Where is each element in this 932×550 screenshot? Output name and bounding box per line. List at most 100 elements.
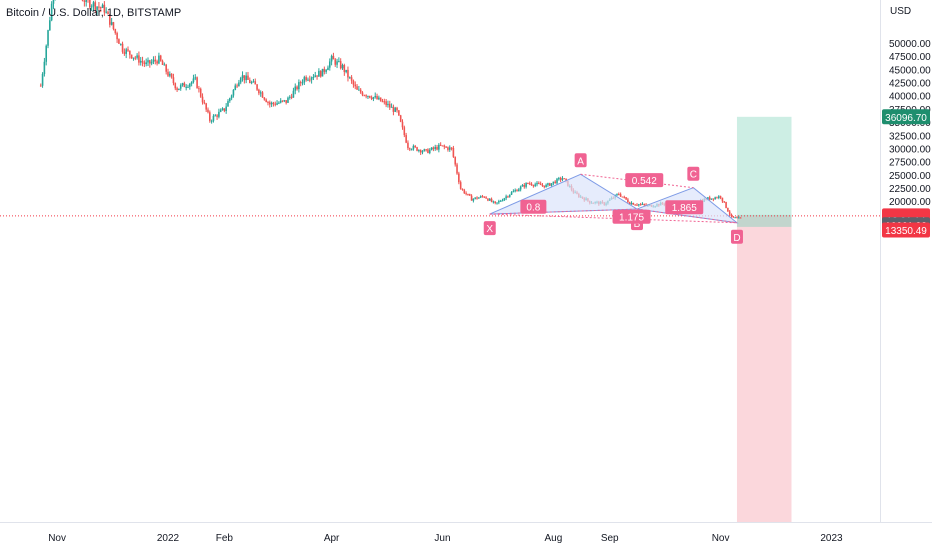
y-tick-label: 20000.00	[889, 197, 931, 208]
candle-body	[627, 199, 629, 203]
candle-body	[181, 83, 184, 86]
candle-body	[194, 77, 197, 79]
candle-body	[525, 183, 527, 187]
candle-body	[116, 33, 118, 40]
candle-body	[539, 183, 542, 186]
candle-body	[185, 86, 187, 88]
y-tick-label: 42500.00	[889, 79, 931, 90]
candle-body	[425, 149, 427, 151]
candle-body	[263, 97, 266, 100]
pattern-point-label: D	[733, 233, 740, 244]
candle-body	[270, 102, 273, 105]
pattern-ratio-label-bg	[612, 209, 651, 224]
candle-body	[89, 0, 91, 8]
candle-body	[285, 100, 287, 103]
candle-body	[139, 60, 142, 63]
candle-body	[390, 106, 393, 108]
candle-body	[416, 147, 418, 151]
price-axis-tag	[882, 109, 930, 125]
candle-body	[92, 2, 95, 7]
candle-body	[107, 11, 109, 15]
candle-body	[192, 78, 195, 83]
position-target-zone[interactable]	[736, 116, 792, 216]
candle-body	[303, 77, 306, 83]
position-stop-zone[interactable]	[736, 215, 792, 523]
pattern-ratio-label: 0.8	[526, 203, 540, 214]
candle-body	[399, 115, 402, 122]
candle-body	[630, 202, 633, 205]
pattern-ratio-line	[489, 208, 638, 215]
candle-body	[378, 97, 380, 100]
candle-body	[187, 86, 189, 88]
candle-body	[439, 144, 442, 146]
candle-body	[534, 184, 536, 186]
pattern-point-label-bg	[730, 229, 743, 244]
candle-body	[319, 70, 322, 77]
candle-body	[321, 68, 324, 77]
candle-body	[103, 4, 106, 13]
candle-body	[265, 99, 267, 103]
candle-body	[714, 197, 716, 200]
x-tick-label: Nov	[48, 533, 66, 544]
candle-body	[41, 73, 44, 86]
candle-body	[145, 62, 147, 65]
candle-body	[432, 147, 435, 149]
candle-body	[410, 149, 413, 151]
candle-body	[508, 194, 511, 197]
candle-body	[737, 217, 740, 219]
candle-body	[147, 60, 149, 63]
candle-body	[98, 6, 100, 8]
candle-body	[479, 196, 482, 198]
candle-body	[430, 147, 433, 150]
candle-body	[361, 92, 364, 96]
candle-body	[394, 107, 397, 112]
candle-body	[94, 2, 97, 10]
candle-body	[481, 196, 484, 198]
candle-body	[172, 77, 175, 84]
candle-body	[401, 121, 404, 128]
candle-body	[250, 82, 253, 84]
candle-body	[447, 147, 449, 150]
candle-body	[381, 101, 384, 103]
price-axis-tag	[882, 222, 930, 238]
candle-body	[418, 149, 420, 151]
pattern-ratio-label: 1.865	[672, 203, 697, 214]
candle-body	[118, 39, 120, 44]
candle-body	[472, 198, 475, 201]
pattern-point-label: C	[690, 170, 697, 181]
x-tick-label: 2022	[157, 533, 180, 544]
x-tick-label: Feb	[216, 533, 234, 544]
candle-body	[443, 145, 446, 147]
position-entry-band	[736, 214, 792, 227]
pattern-point-label: A	[577, 156, 584, 167]
candle-body	[174, 83, 177, 89]
candle-body	[483, 196, 486, 198]
candle-body	[343, 65, 346, 73]
candle-body	[370, 97, 373, 99]
candle-body	[201, 96, 204, 103]
candle-body	[294, 86, 297, 91]
pattern-ratio-label-bg	[665, 200, 704, 215]
candle-body	[249, 79, 251, 84]
candle-body	[178, 88, 180, 91]
candle-body	[454, 156, 457, 165]
candle-body	[323, 68, 326, 72]
candle-body	[39, 85, 42, 87]
candle-body	[288, 96, 291, 98]
candle-body	[552, 181, 555, 184]
candle-body	[214, 115, 217, 117]
candle-body	[163, 64, 166, 66]
candle-body	[527, 183, 529, 185]
x-tick-label: Sep	[601, 533, 619, 544]
x-tick-label: Nov	[712, 533, 730, 544]
candle-body	[441, 145, 444, 147]
candle-body	[379, 97, 382, 102]
candle-body	[385, 101, 387, 106]
candle-body	[717, 196, 720, 198]
candle-body	[639, 204, 642, 206]
candle-body	[565, 178, 567, 181]
candle-body	[721, 197, 724, 202]
pattern-point-label-bg	[483, 221, 496, 236]
y-tick-label: 45000.00	[889, 65, 931, 76]
